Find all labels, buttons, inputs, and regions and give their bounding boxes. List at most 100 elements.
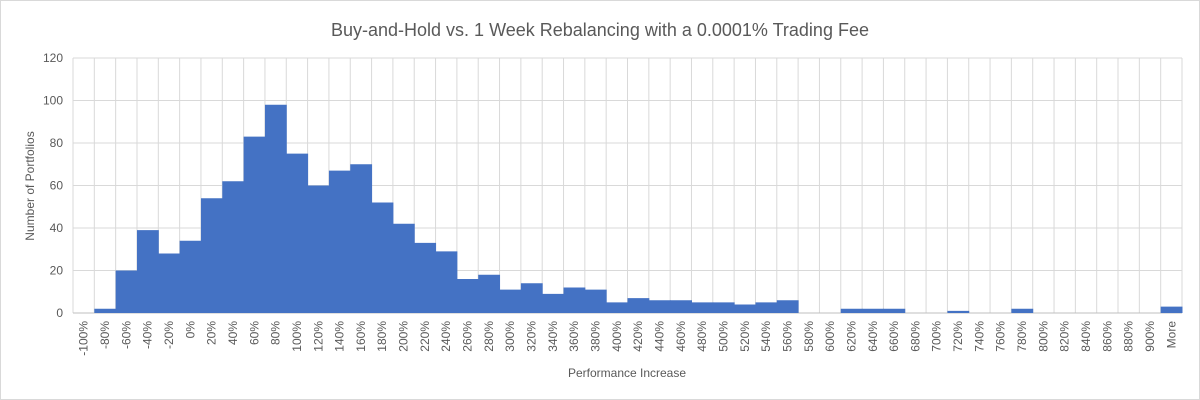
x-tick-label: 680% xyxy=(908,321,922,352)
x-tick-label: 740% xyxy=(972,321,986,352)
bar xyxy=(755,302,778,313)
bar xyxy=(862,308,884,313)
x-tick-label: 240% xyxy=(439,321,453,352)
bar xyxy=(1160,306,1183,313)
x-tick-label: 720% xyxy=(951,321,965,352)
bar xyxy=(456,279,479,313)
bar xyxy=(712,302,735,313)
bars xyxy=(94,104,1183,313)
x-tick-label: 520% xyxy=(738,321,752,352)
x-tick-label: 260% xyxy=(461,321,475,352)
x-tick-label: -100% xyxy=(77,321,91,356)
bar xyxy=(883,308,906,313)
bar xyxy=(350,164,373,313)
x-tick-label: 840% xyxy=(1079,321,1093,352)
x-tick-label: 560% xyxy=(780,321,794,352)
bar xyxy=(435,251,458,313)
bar xyxy=(563,287,586,313)
bar xyxy=(200,198,223,313)
x-tick-label: 140% xyxy=(333,321,347,352)
bar xyxy=(776,300,799,313)
x-tick-label: 0% xyxy=(183,321,197,339)
x-tick-label: 300% xyxy=(503,321,517,352)
x-tick-label: 160% xyxy=(354,321,368,352)
bar xyxy=(222,181,245,313)
y-tick-label: 120 xyxy=(43,51,63,65)
bar xyxy=(414,242,437,313)
bar xyxy=(264,104,287,313)
chart-title: Buy-and-Hold vs. 1 Week Rebalancing with… xyxy=(331,20,869,40)
bar xyxy=(286,153,309,313)
x-tick-label: 780% xyxy=(1015,321,1029,352)
x-axis-title: Performance Increase xyxy=(568,366,686,380)
x-tick-label: 640% xyxy=(866,321,880,352)
y-tick-label: 0 xyxy=(56,306,63,320)
x-tick-label: 340% xyxy=(546,321,560,352)
x-tick-label: 540% xyxy=(759,321,773,352)
bar xyxy=(670,300,692,313)
x-tick-label: -80% xyxy=(98,321,112,349)
x-tick-label: 420% xyxy=(631,321,645,352)
bar xyxy=(840,308,863,313)
x-tick-label: 900% xyxy=(1143,321,1157,352)
x-tick-label: 20% xyxy=(205,321,219,345)
x-tick-label: 480% xyxy=(695,321,709,352)
x-tick-label: More xyxy=(1164,321,1178,349)
x-tick-label: 760% xyxy=(994,321,1008,352)
bar xyxy=(115,270,138,313)
bar xyxy=(648,300,671,313)
y-tick-label: 80 xyxy=(50,136,64,150)
x-tick-label: 880% xyxy=(1122,321,1136,352)
x-tick-label: 700% xyxy=(930,321,944,352)
x-tick-labels: -100% -80% -60% -40% -20% 0% 20% 40% 60% 80% 100% 1… xyxy=(77,321,1179,356)
x-tick-label: 580% xyxy=(802,321,816,352)
y-tick-label: 100 xyxy=(43,94,63,108)
x-tick-label: 620% xyxy=(844,321,858,352)
x-tick-label: 400% xyxy=(610,321,624,352)
y-tick-label: 60 xyxy=(50,179,64,193)
x-tick-label: 500% xyxy=(716,321,730,352)
bar xyxy=(691,302,714,313)
x-tick-label: 220% xyxy=(418,321,432,352)
y-tick-label: 40 xyxy=(50,221,64,235)
x-tick-label: 380% xyxy=(589,321,603,352)
bar xyxy=(179,240,202,313)
bar xyxy=(606,302,628,313)
bar xyxy=(520,283,543,313)
x-tick-label: 860% xyxy=(1100,321,1114,352)
x-tick-label: -20% xyxy=(162,321,176,349)
x-tick-label: 460% xyxy=(674,321,688,352)
x-tick-label: 320% xyxy=(525,321,539,352)
bar xyxy=(1011,308,1034,313)
x-tick-label: 280% xyxy=(482,321,496,352)
bar xyxy=(392,223,415,313)
x-tick-label: 120% xyxy=(311,321,325,352)
bar xyxy=(307,185,330,313)
bar xyxy=(243,136,266,313)
x-tick-label: -60% xyxy=(119,321,133,349)
bar xyxy=(499,289,522,313)
bar xyxy=(371,202,394,313)
bar xyxy=(734,304,756,313)
x-tick-label: 180% xyxy=(375,321,389,352)
y-axis-title: Number of Portfolios xyxy=(23,131,37,240)
bar xyxy=(328,170,351,313)
bar xyxy=(94,308,117,313)
bar xyxy=(627,298,650,313)
x-tick-label: 440% xyxy=(652,321,666,352)
x-tick-label: 40% xyxy=(226,321,240,345)
x-tick-label: 820% xyxy=(1058,321,1072,352)
bar xyxy=(542,293,565,313)
x-tick-label: 800% xyxy=(1036,321,1050,352)
x-tick-label: 660% xyxy=(887,321,901,352)
bar xyxy=(478,274,501,313)
x-tick-label: 200% xyxy=(397,321,411,352)
x-tick-label: 100% xyxy=(290,321,304,352)
y-tick-labels: 0 20 40 60 80 100 120 xyxy=(43,51,63,320)
x-tick-label: 360% xyxy=(567,321,581,352)
x-tick-label: -40% xyxy=(141,321,155,349)
bar xyxy=(947,310,970,313)
x-tick-label: 60% xyxy=(247,321,261,345)
bar xyxy=(584,289,607,313)
